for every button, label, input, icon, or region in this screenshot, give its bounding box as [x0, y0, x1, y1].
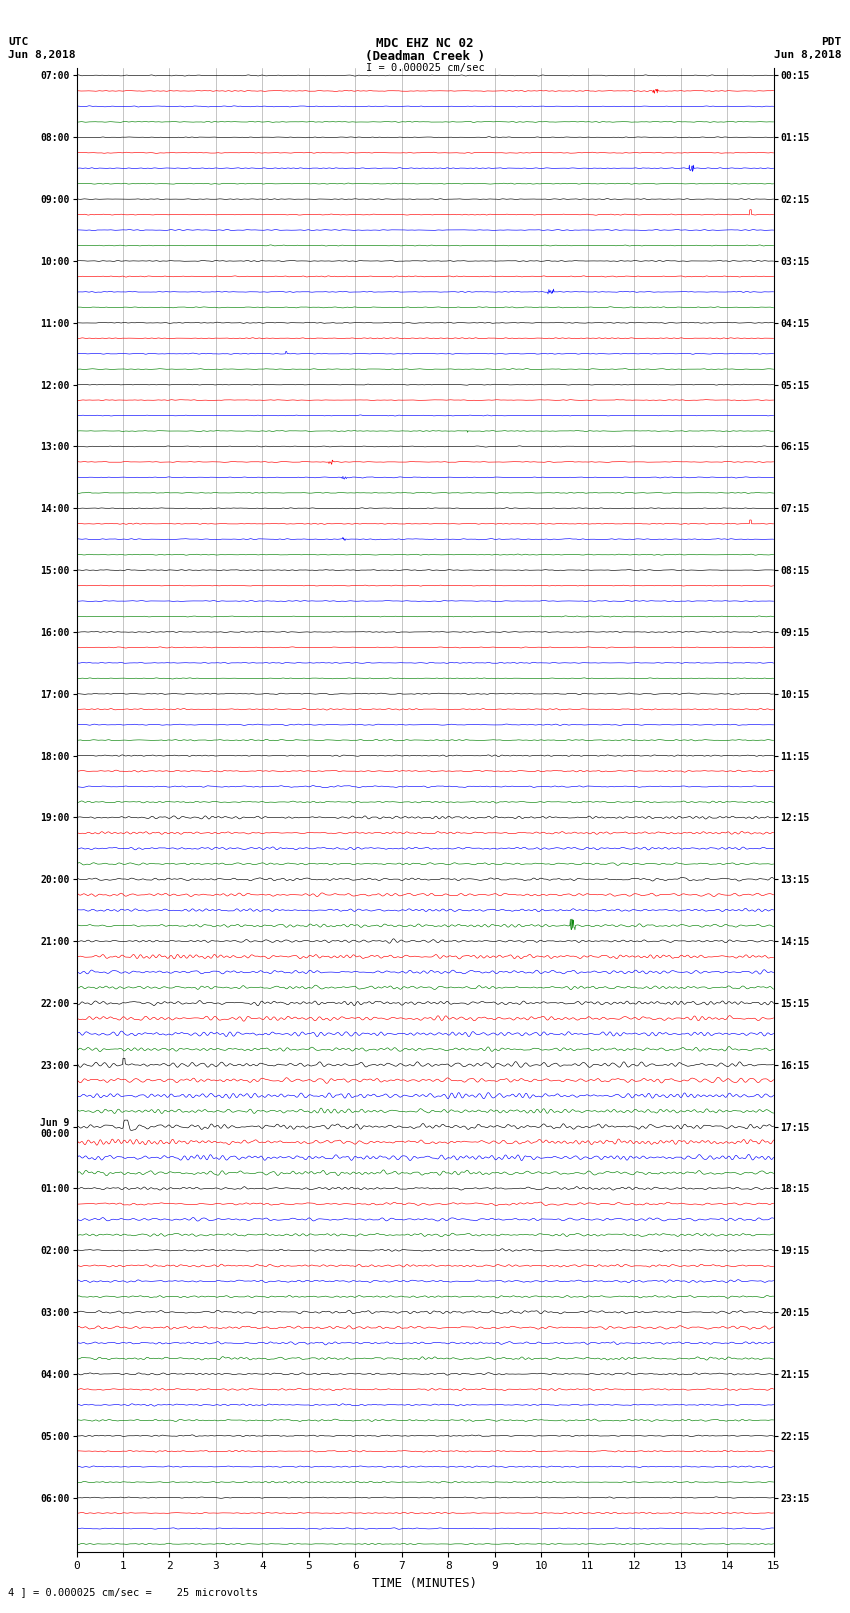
Text: (Deadman Creek ): (Deadman Creek )	[365, 50, 485, 63]
Text: Jun 8,2018: Jun 8,2018	[8, 50, 76, 60]
X-axis label: TIME (MINUTES): TIME (MINUTES)	[372, 1578, 478, 1590]
Text: UTC: UTC	[8, 37, 29, 47]
Text: MDC EHZ NC 02: MDC EHZ NC 02	[377, 37, 473, 50]
Text: Jun 8,2018: Jun 8,2018	[774, 50, 842, 60]
Text: 4 ] = 0.000025 cm/sec =    25 microvolts: 4 ] = 0.000025 cm/sec = 25 microvolts	[8, 1587, 258, 1597]
Text: PDT: PDT	[821, 37, 842, 47]
Text: I = 0.000025 cm/sec: I = 0.000025 cm/sec	[366, 63, 484, 73]
